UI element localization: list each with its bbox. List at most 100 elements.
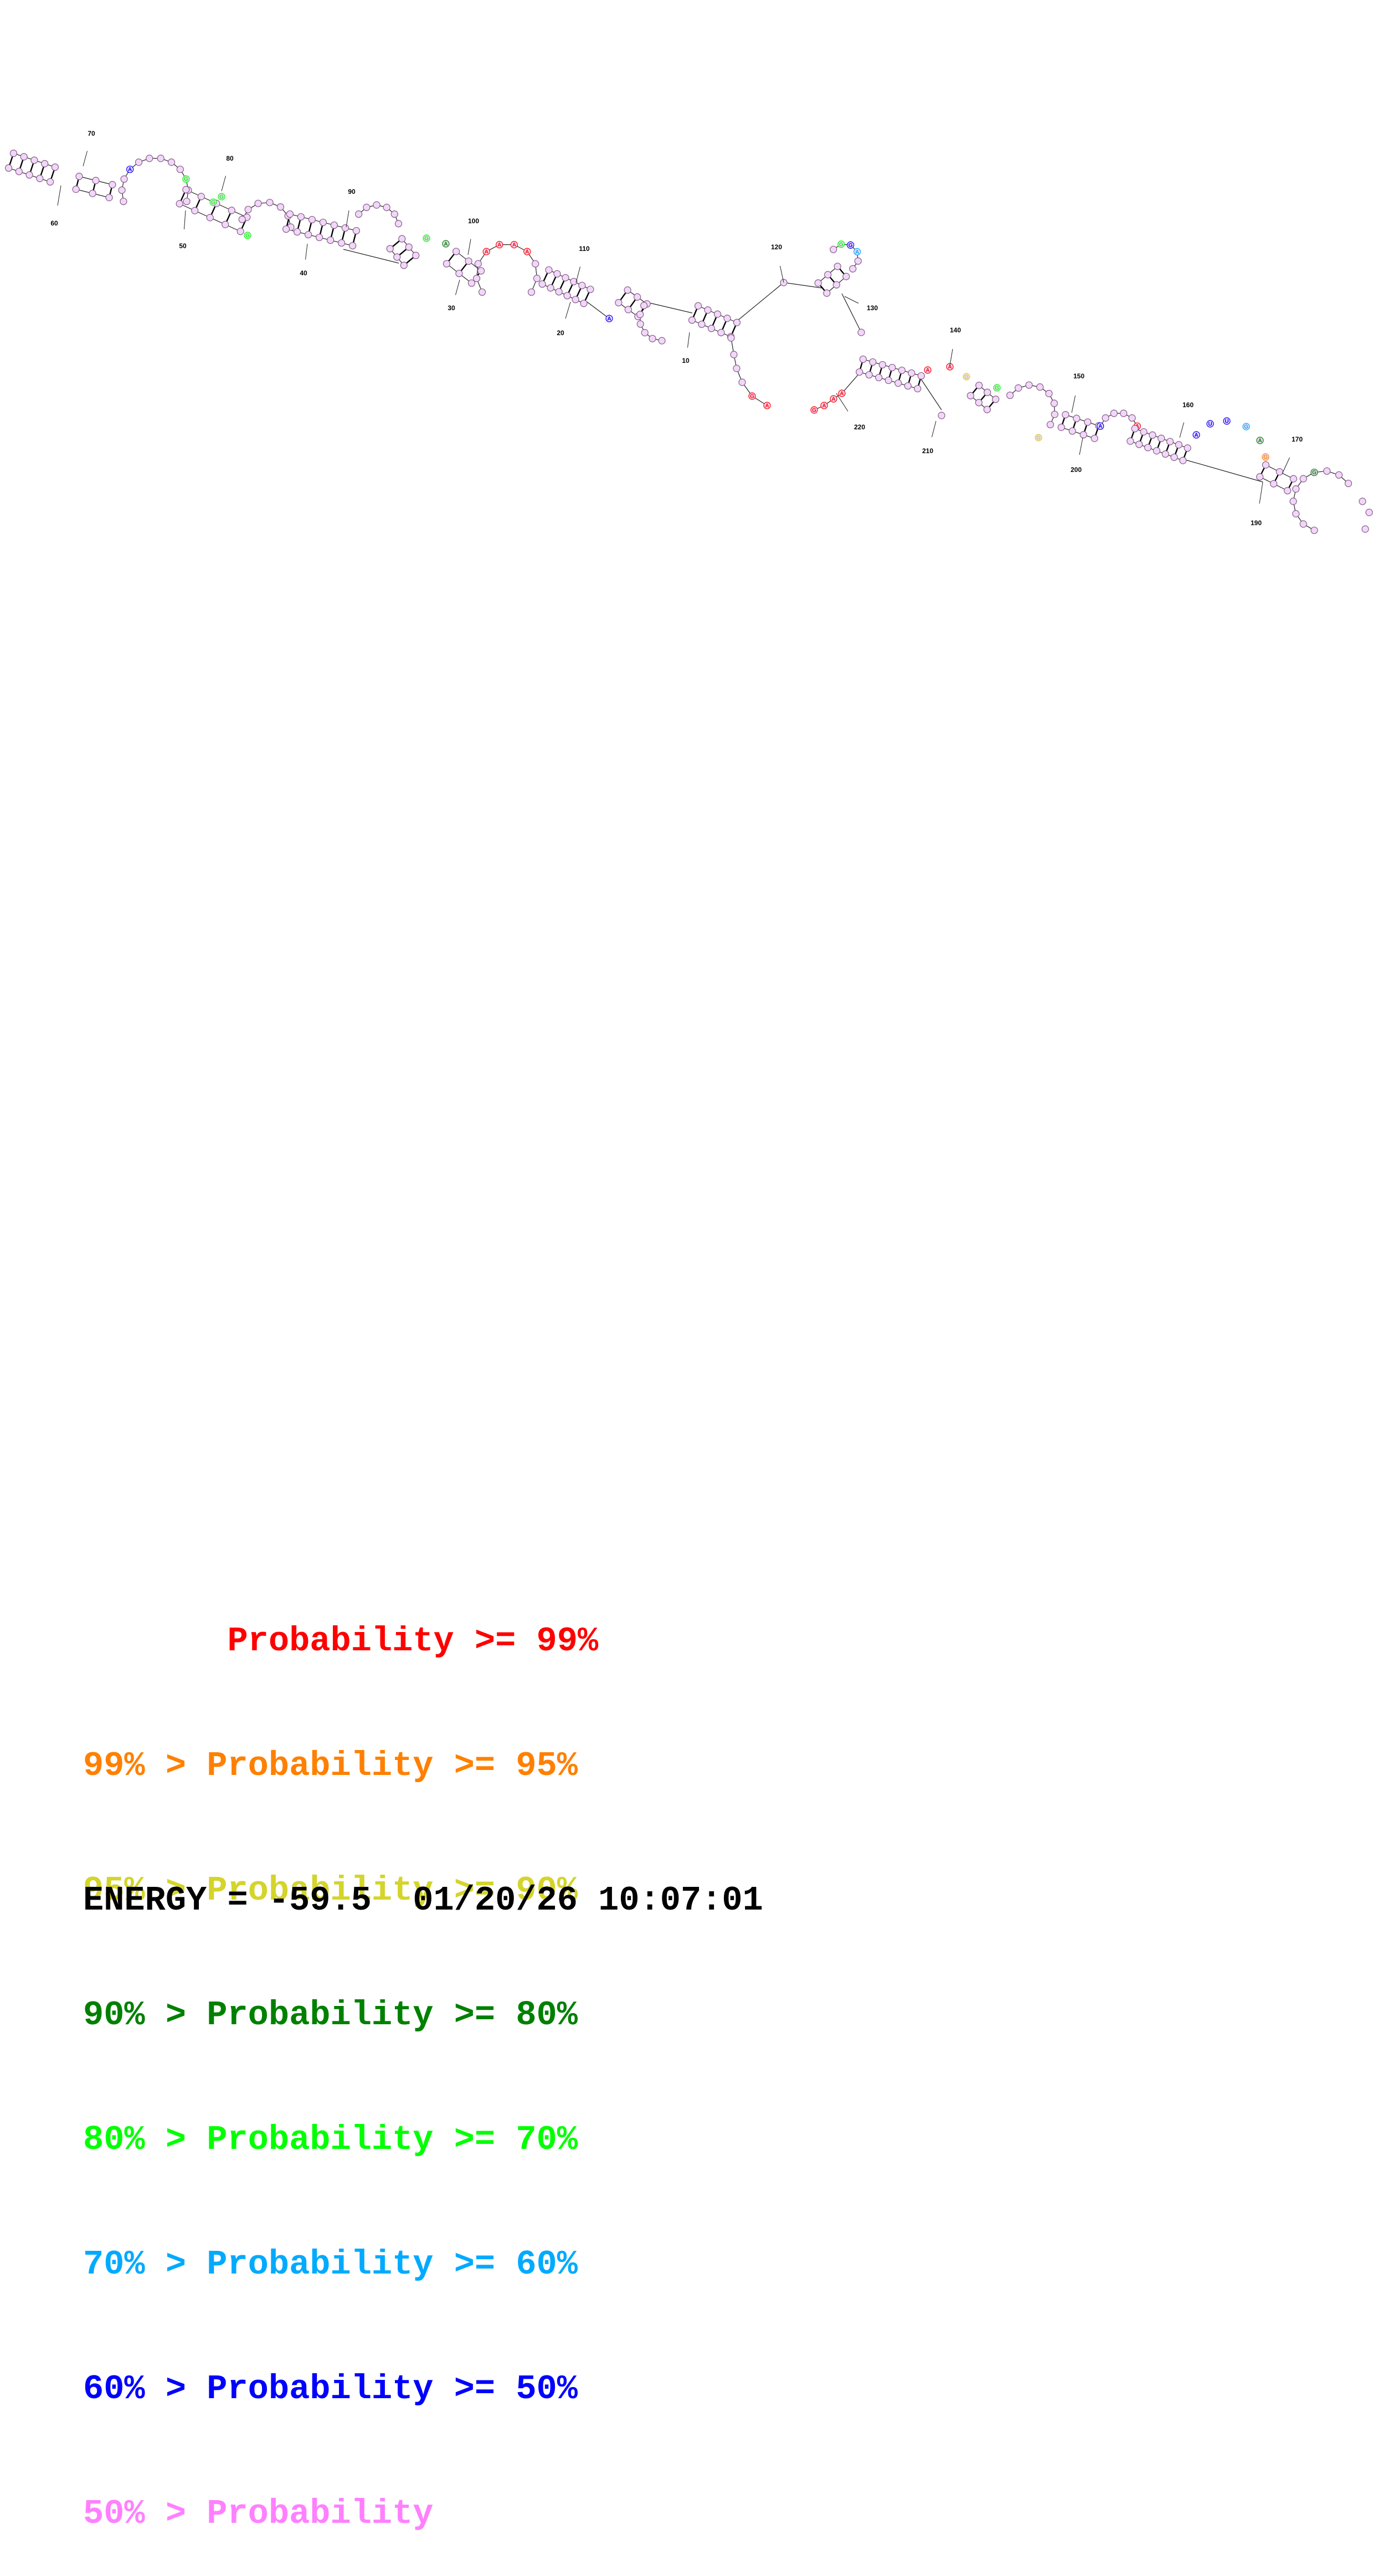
nucleotide: [197, 193, 205, 201]
nucleotide: [738, 378, 746, 386]
nucleotide: [400, 261, 408, 269]
nucleotide-letter: A: [765, 403, 769, 409]
nucleotide: [853, 248, 861, 255]
nucleotide: [120, 175, 128, 183]
nucleotide: [1310, 526, 1318, 534]
position-tick: [455, 279, 460, 295]
legend-row-99: Probability >= 99%: [83, 1620, 598, 1662]
nucleotide: [824, 271, 832, 279]
position-label: 120: [771, 243, 782, 251]
nucleotide-letter: A: [948, 365, 952, 371]
nucleotide: [914, 384, 922, 393]
nucleotide: [319, 218, 327, 227]
nucleotide: [89, 189, 96, 197]
position-tick: [932, 420, 937, 438]
nucleotide-letter: A: [444, 242, 448, 248]
position-tick: [1282, 457, 1290, 474]
legend-prefix: [83, 1621, 227, 1661]
nucleotide: [688, 316, 696, 324]
nucleotide: [730, 351, 738, 358]
nucleotide: [1256, 473, 1264, 481]
legend-prefix: 99% >: [83, 1746, 207, 1785]
nucleotide: [640, 301, 648, 310]
nucleotide: [875, 373, 883, 382]
nucleotide: [126, 166, 134, 173]
nucleotide-letter: G: [750, 394, 754, 400]
position-label: 220: [854, 423, 865, 431]
nucleotide: [1127, 437, 1134, 445]
nucleotide: [553, 270, 561, 278]
nucleotide: [386, 245, 394, 253]
nucleotide: [75, 172, 83, 180]
nucleotide: [1149, 431, 1156, 439]
nucleotide: [146, 155, 153, 162]
nucleotide: [36, 175, 44, 182]
nucleotide: [1158, 434, 1165, 442]
nucleotide: [191, 207, 199, 214]
nucleotide: [820, 402, 828, 409]
nucleotide: [1068, 427, 1076, 435]
legend-row-60: 70% > Probability >= 60%: [83, 2244, 598, 2285]
legend-row-90: 95% > Probability >= 90%: [83, 1870, 598, 1911]
legend-prefix: 90% >: [83, 1995, 207, 2035]
position-tick: [467, 239, 471, 255]
nucleotide-letter: G: [245, 233, 250, 239]
legend-prefix: 80% >: [83, 2120, 207, 2159]
nucleotide: [467, 279, 476, 287]
nucleotide: [1035, 434, 1042, 442]
nucleotide: [394, 220, 403, 228]
backbone-segment: [645, 301, 693, 314]
position-tick: [836, 393, 849, 412]
position-label: 170: [1292, 435, 1303, 443]
legend-label: Probability >= 60%: [207, 2245, 578, 2284]
position-tick: [844, 296, 859, 304]
backbone-segment: [587, 301, 610, 319]
nucleotide: [624, 306, 632, 314]
nucleotide-letter: A: [1194, 433, 1198, 439]
nucleotide-letter: A: [1098, 424, 1102, 430]
nucleotide: [810, 406, 818, 414]
nucleotide: [704, 306, 712, 314]
nucleotide: [834, 263, 841, 270]
nucleotide: [294, 228, 301, 236]
nucleotide: [975, 399, 983, 407]
nucleotide: [352, 227, 360, 235]
nucleotide: [1057, 423, 1065, 431]
nucleotide: [1335, 471, 1343, 479]
nucleotide: [327, 236, 335, 244]
nucleotide: [1223, 417, 1231, 425]
nucleotide: [1131, 425, 1139, 433]
position-label: 100: [468, 217, 479, 225]
nucleotide-letter: G: [219, 194, 224, 201]
nucleotide: [412, 252, 420, 259]
backbone-segment: [736, 282, 784, 322]
nucleotide: [228, 207, 235, 214]
position-tick: [1179, 422, 1184, 438]
nucleotide: [25, 171, 33, 179]
nucleotide: [814, 279, 822, 287]
nucleotide-letter: A: [925, 368, 929, 374]
nucleotide: [496, 241, 503, 249]
nucleotide: [1050, 399, 1058, 407]
nucleotide: [615, 299, 623, 306]
nucleotide: [605, 315, 613, 322]
nucleotide: [1270, 480, 1278, 488]
position-label: 140: [950, 326, 961, 334]
nucleotide: [849, 265, 857, 273]
nucleotide: [992, 396, 1000, 403]
nucleotide: [636, 310, 644, 319]
nucleotide: [1299, 475, 1307, 483]
nucleotide-letter: G: [964, 374, 969, 381]
nucleotide: [15, 167, 23, 176]
nucleotide: [30, 156, 38, 164]
nucleotide: [1276, 468, 1283, 476]
nucleotide: [946, 363, 954, 371]
nucleotide: [908, 369, 916, 377]
nucleotide: [878, 361, 886, 369]
nucleotide: [649, 335, 656, 342]
nucleotide: [856, 368, 863, 376]
nucleotide: [641, 329, 649, 337]
legend-label: Probability >= 90%: [207, 1871, 578, 1910]
position-label: 40: [300, 269, 307, 277]
nucleotide: [538, 280, 546, 288]
